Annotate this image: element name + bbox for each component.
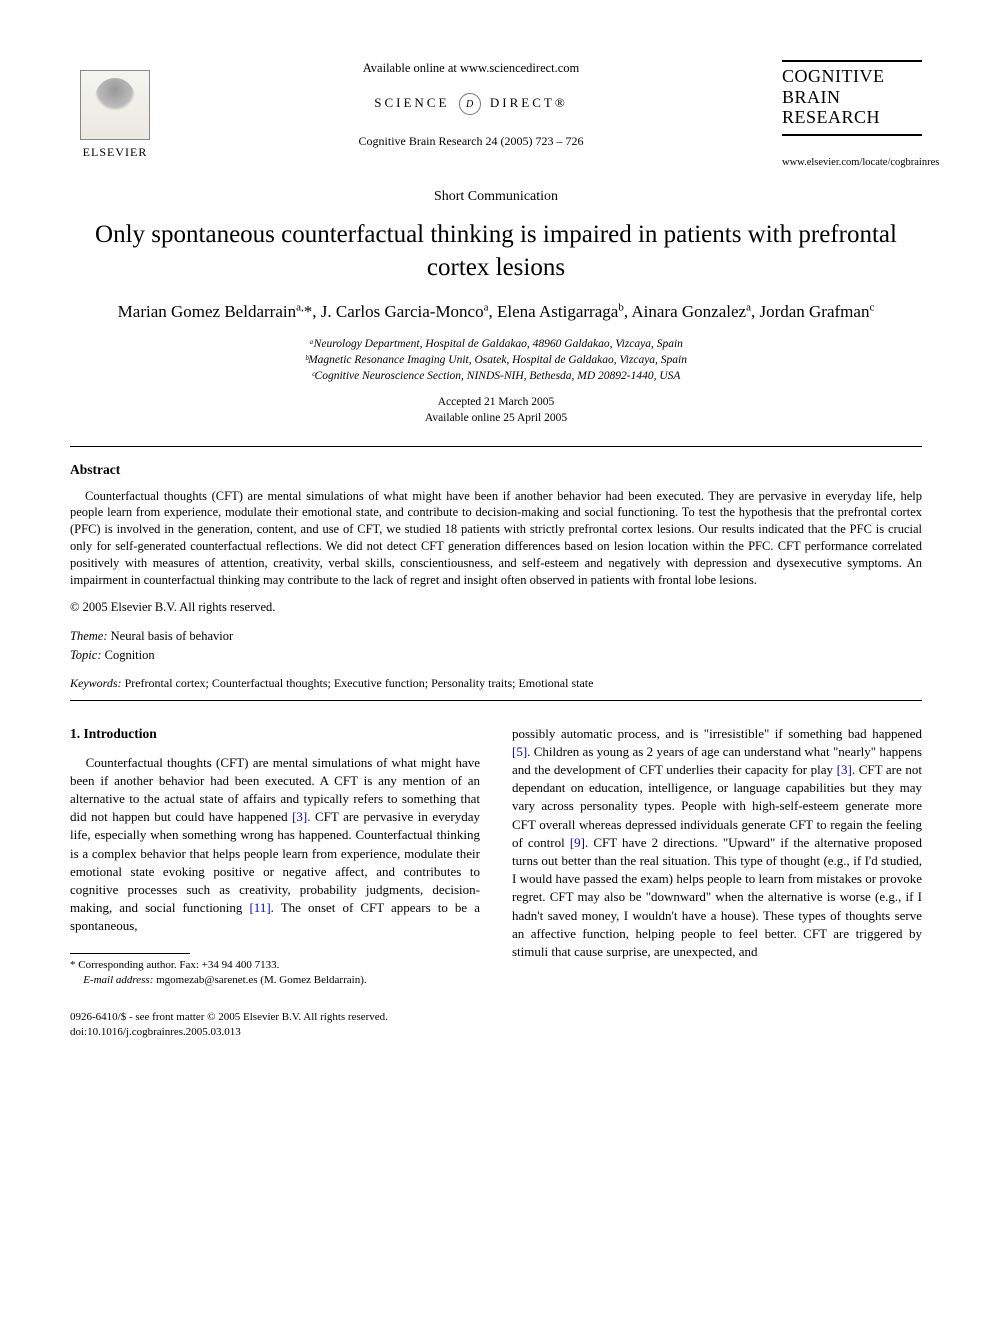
theme-value: Neural basis of behavior <box>108 629 234 643</box>
email-footnote: E-mail address: mgomezab@sarenet.es (M. … <box>70 973 480 988</box>
elsevier-logo: ELSEVIER <box>70 60 160 160</box>
intro-para-col2: possibly automatic process, and is "irre… <box>512 725 922 961</box>
citation-line: Cognitive Brain Research 24 (2005) 723 –… <box>180 133 762 149</box>
journal-line1: COGNITIVE <box>782 66 922 87</box>
topic-value: Cognition <box>102 648 155 662</box>
elsevier-label: ELSEVIER <box>83 144 148 160</box>
rule-above-abstract <box>70 446 922 447</box>
journal-url: www.elsevier.com/locate/cogbrainres <box>782 156 922 170</box>
abstract-heading: Abstract <box>70 461 922 479</box>
theme-line: Theme: Neural basis of behavior <box>70 628 922 645</box>
article-title: Only spontaneous counterfactual thinking… <box>90 219 902 284</box>
article-type: Short Communication <box>70 188 922 207</box>
intro-para-col1: Counterfactual thoughts (CFT) are mental… <box>70 754 480 936</box>
footer-block: 0926-6410/$ - see front matter © 2005 El… <box>70 1010 922 1040</box>
topic-label: Topic: <box>70 648 102 662</box>
keywords-value: Prefrontal cortex; Counterfactual though… <box>122 676 594 690</box>
header-center: Available online at www.sciencedirect.co… <box>160 60 782 149</box>
email-value: mgomezab@sarenet.es (M. Gomez Beldarrain… <box>153 974 366 986</box>
article-dates: Accepted 21 March 2005 Available online … <box>70 394 922 426</box>
sciencedirect-d-icon: d <box>459 93 481 115</box>
column-right: possibly automatic process, and is "irre… <box>512 725 922 988</box>
elsevier-tree-icon <box>80 70 150 140</box>
keywords-label: Keywords: <box>70 676 122 690</box>
body-columns: 1. Introduction Counterfactual thoughts … <box>70 725 922 988</box>
sciencedirect-logo: SCIENCE d DIRECT® <box>180 93 762 115</box>
journal-title-box: COGNITIVE BRAIN RESEARCH <box>782 60 922 136</box>
column-left: 1. Introduction Counterfactual thoughts … <box>70 725 480 988</box>
available-online-text: Available online at www.sciencedirect.co… <box>180 60 762 77</box>
journal-logo: COGNITIVE BRAIN RESEARCH www.elsevier.co… <box>782 60 922 170</box>
abstract-text: Counterfactual thoughts (CFT) are mental… <box>70 489 922 587</box>
abstract-copyright: © 2005 Elsevier B.V. All rights reserved… <box>70 599 922 616</box>
sciencedirect-right: DIRECT® <box>490 95 568 110</box>
footnote-rule <box>70 953 190 954</box>
page-header: ELSEVIER Available online at www.science… <box>70 60 922 170</box>
rule-below-keywords <box>70 700 922 701</box>
abstract-body: Counterfactual thoughts (CFT) are mental… <box>70 488 922 589</box>
section-heading-intro: 1. Introduction <box>70 725 480 744</box>
journal-line2: BRAIN <box>782 87 922 108</box>
topic-line: Topic: Cognition <box>70 647 922 664</box>
theme-label: Theme: <box>70 629 108 643</box>
affiliations: ᵃNeurology Department, Hospital de Galda… <box>70 336 922 384</box>
authors: Marian Gomez Beldarraina,*, J. Carlos Ga… <box>70 300 922 324</box>
accepted-date: Accepted 21 March 2005 <box>70 394 922 410</box>
email-label: E-mail address: <box>83 974 153 986</box>
journal-line3: RESEARCH <box>782 107 922 128</box>
sciencedirect-left: SCIENCE <box>374 95 449 110</box>
footer-line2: doi:10.1016/j.cogbrainres.2005.03.013 <box>70 1025 922 1040</box>
keywords-line: Keywords: Prefrontal cortex; Counterfact… <box>70 675 922 691</box>
corresponding-author-footnote: * Corresponding author. Fax: +34 94 400 … <box>70 958 480 973</box>
footer-line1: 0926-6410/$ - see front matter © 2005 El… <box>70 1010 922 1025</box>
available-date: Available online 25 April 2005 <box>70 410 922 426</box>
